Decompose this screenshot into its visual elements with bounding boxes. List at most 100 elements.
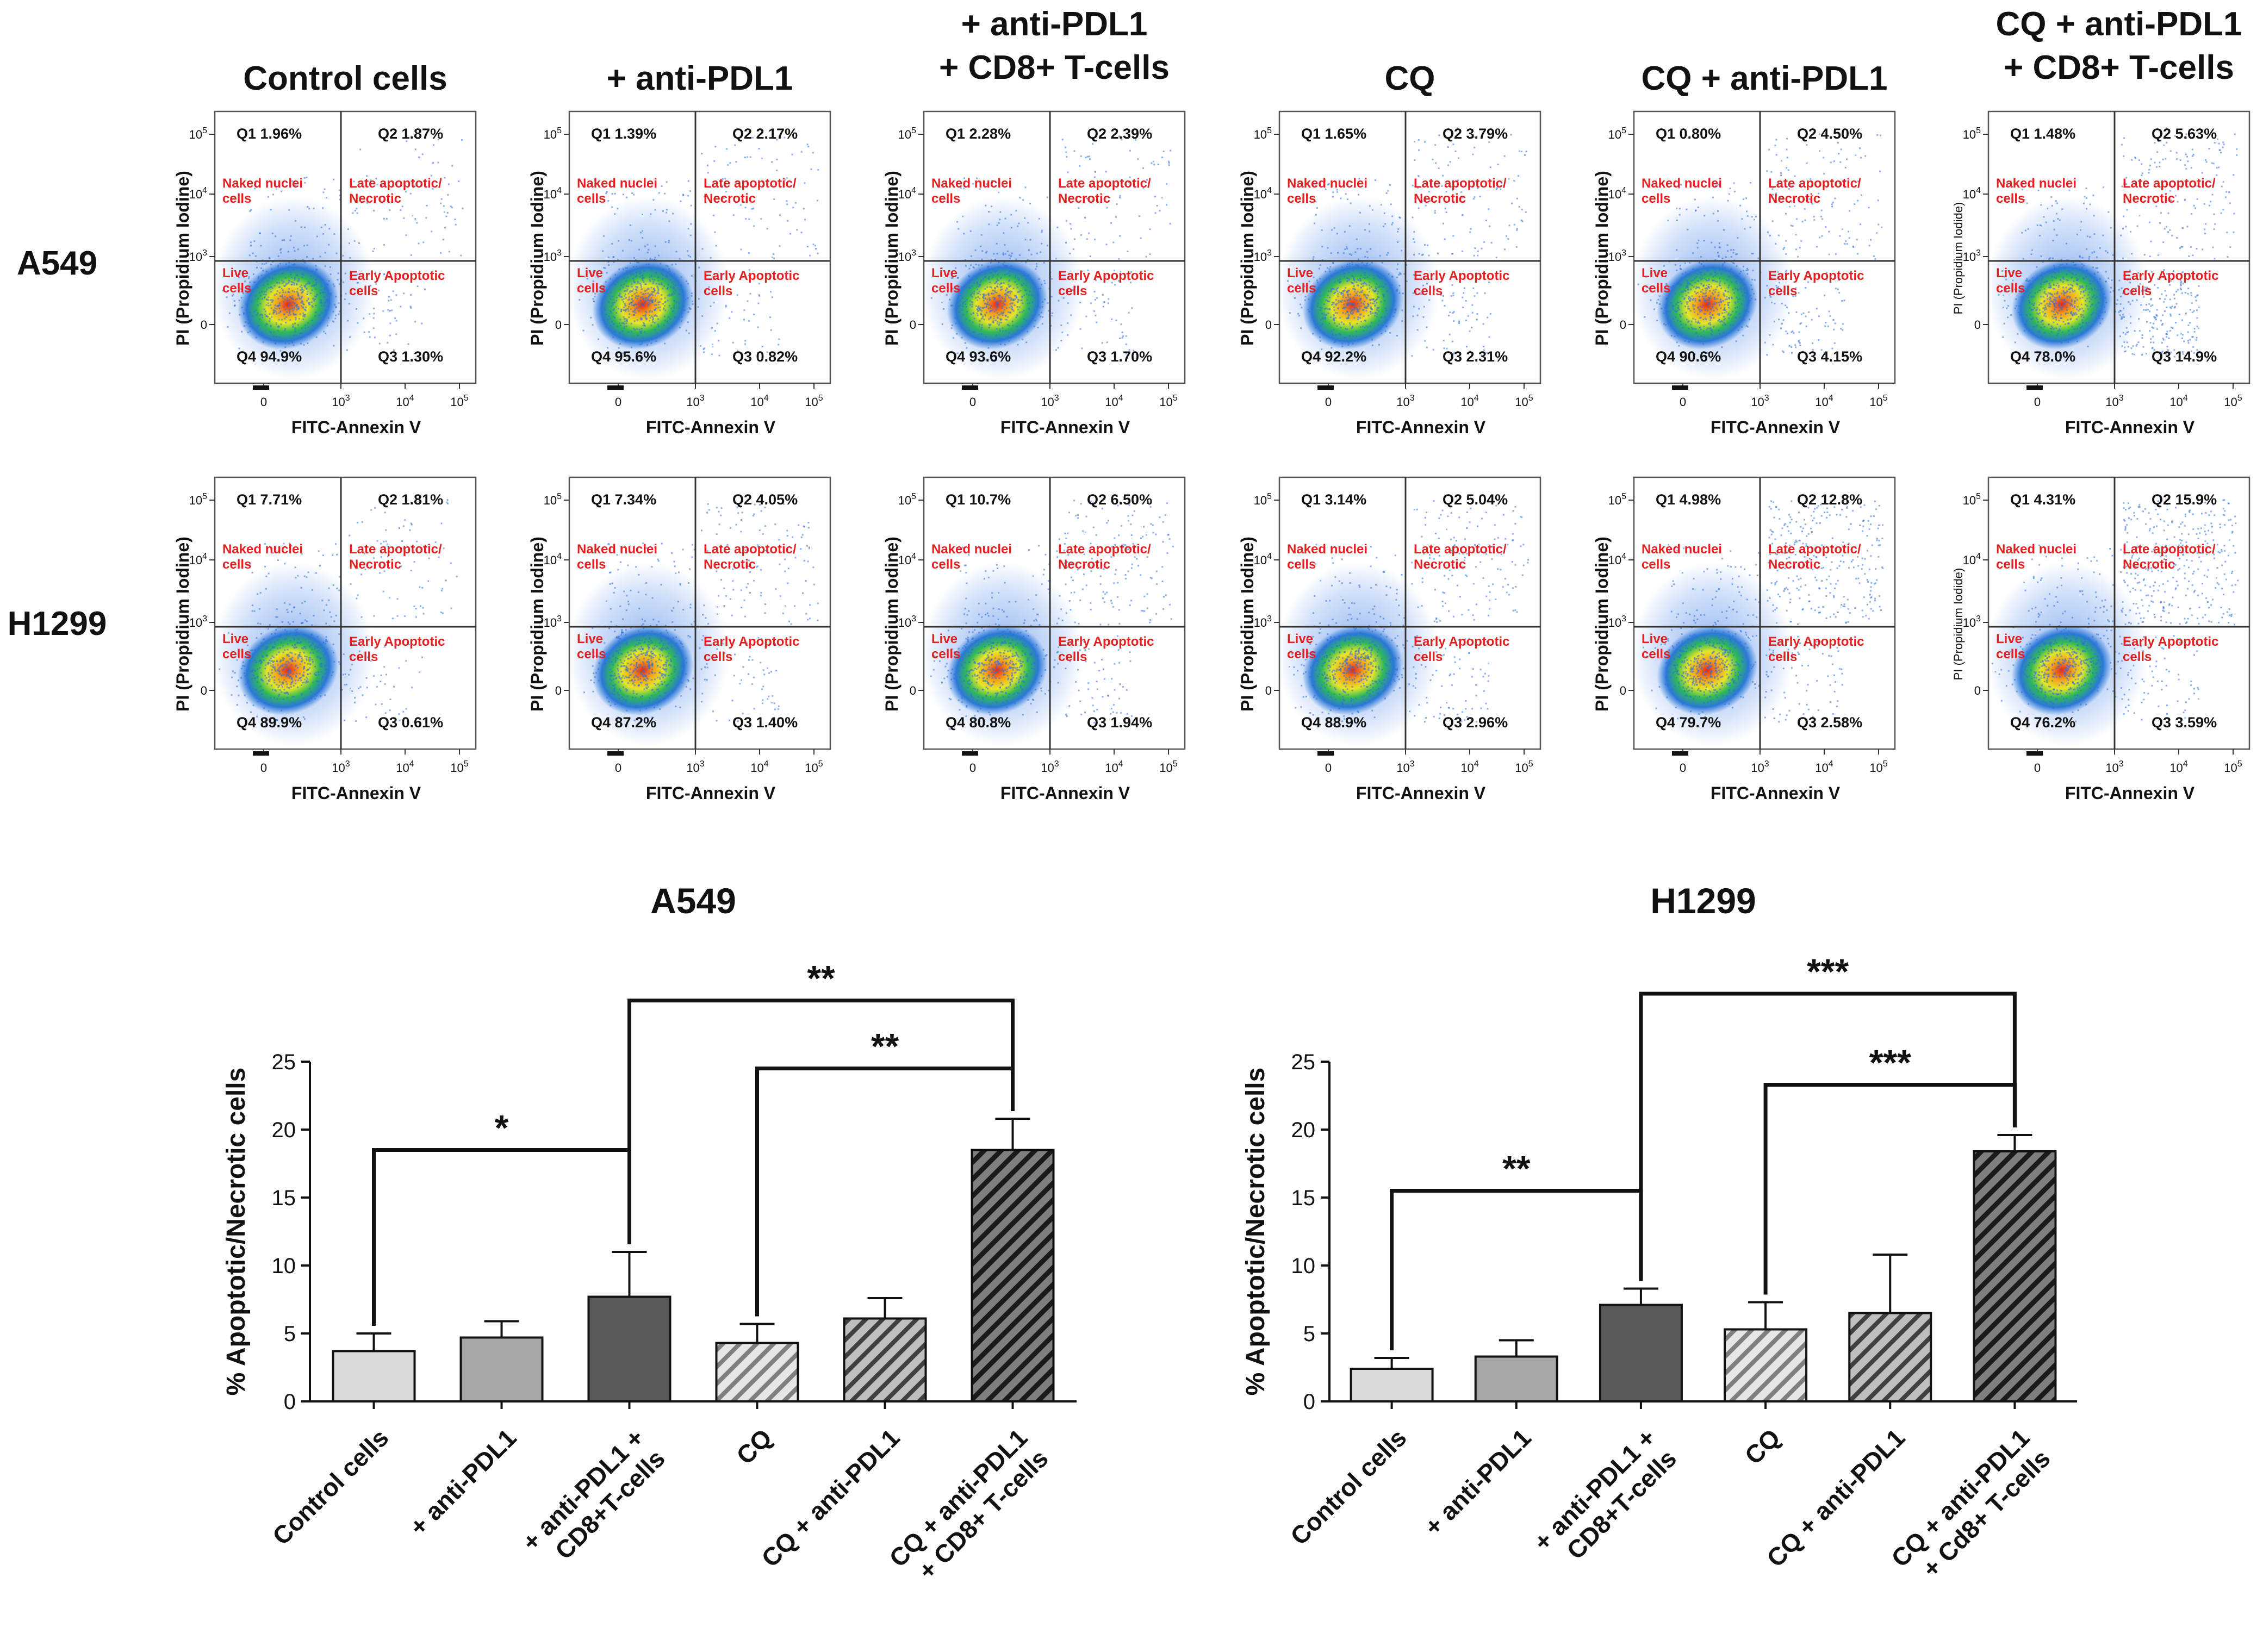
live-cells-label: Live cells	[222, 632, 251, 662]
x-tick-label: 0	[969, 395, 976, 409]
y-tick-label: 5	[284, 1322, 296, 1346]
x-tick-label: 103	[332, 759, 350, 775]
flow-panel: Q1 1.39% Q2 2.17% Q4 95.6% Q3 0.82% Naked nu…	[527, 110, 831, 437]
x-tick-label: 105	[450, 759, 468, 775]
y-tick-label: 103	[1254, 248, 1272, 264]
q4-value: Q4 90.6%	[1656, 348, 1721, 365]
density-core	[1657, 625, 1758, 715]
x-tick-label: 104	[1815, 759, 1833, 775]
y-tick-label: 15	[272, 1186, 296, 1210]
category-label: CQ	[1739, 1423, 1786, 1470]
bar	[715, 1342, 799, 1402]
bar	[843, 1317, 927, 1402]
y-tick-label: 10	[272, 1254, 296, 1278]
q1-value: Q1 1.96%	[237, 126, 302, 142]
naked-nuclei-label: Naked nuclei cells	[222, 542, 303, 572]
significance-bracket	[627, 999, 1015, 1244]
significance-label: **	[871, 1026, 899, 1067]
category-label: + anti-PDL1	[404, 1423, 522, 1541]
x-tick-label: 103	[1041, 759, 1059, 775]
y-tick-label: 104	[898, 552, 916, 567]
x-tick-label: 103	[1396, 759, 1414, 775]
y-tick-label: 15	[1291, 1186, 1316, 1210]
density-core	[238, 259, 339, 350]
x-tick-label: 0	[1680, 395, 1686, 409]
y-tick-label: 0	[201, 318, 207, 332]
x-tick-label: 105	[1515, 759, 1533, 775]
x-tick-label: 0	[969, 761, 976, 775]
category-label: + anti-PDL1 +CD8+T-cells	[1528, 1423, 1682, 1577]
q3-value: Q3 0.61%	[378, 714, 443, 731]
bar-charts: A549 0 5 10 15 20 25 % Apoptotic/Necrotic cells…	[222, 881, 2077, 1585]
y-tick-label: 0	[1974, 318, 1981, 332]
late-apoptotic-label: Late apoptotic/Necrotic	[349, 176, 442, 206]
x-tick-label: 103	[686, 394, 704, 409]
scale-marker	[253, 751, 269, 756]
late-apoptotic-label: Late apoptotic/Necrotic	[1414, 176, 1507, 206]
x-tick-label: 105	[1869, 759, 1887, 775]
q2-value: Q2 5.63%	[2152, 126, 2217, 142]
early-apoptotic-label: Early Apoptotic cells	[704, 634, 799, 664]
y-tick-label: 105	[1963, 492, 1981, 507]
late-apoptotic-label: Late apoptotic/Necrotic	[1414, 542, 1507, 572]
q2-value: Q2 1.81%	[378, 491, 443, 508]
x-tick-label: 0	[615, 395, 621, 409]
bar	[332, 1350, 416, 1402]
y-tick-label: 25	[1291, 1050, 1316, 1074]
row-label: A549	[17, 245, 97, 282]
x-tick-label: 103	[332, 394, 350, 409]
q3-value: Q3 1.70%	[1087, 348, 1152, 365]
early-apoptotic-label: Early Apoptotic cells	[1768, 269, 1864, 298]
flow-panel: Q1 1.96% Q2 1.87% Q4 94.9% Q3 1.30% Naked nu…	[173, 110, 477, 437]
x-tick-label: 104	[1460, 394, 1478, 409]
x-tick-label: 0	[2034, 761, 2041, 775]
x-tick-label: 104	[1460, 759, 1478, 775]
category-label: Control cells	[1285, 1423, 1412, 1550]
flow-panel: Q1 1.65% Q2 3.79% Q4 92.2% Q3 2.31% Naked nu…	[1238, 110, 1541, 437]
naked-nuclei-label: Naked nuclei cells	[1996, 176, 2077, 206]
naked-nuclei-label: Naked nuclei cells	[577, 542, 657, 572]
q2-value: Q2 6.50%	[1087, 491, 1152, 508]
scale-marker	[607, 751, 624, 756]
q3-value: Q3 0.82%	[732, 348, 798, 365]
q2-value: Q2 4.05%	[732, 491, 798, 508]
bar	[1973, 1150, 2057, 1402]
bar	[1848, 1312, 1932, 1402]
y-tick-label: 105	[1608, 492, 1626, 507]
flow-panel: Q1 3.14% Q2 5.04% Q4 88.9% Q3 2.96% Naked nu…	[1238, 476, 1541, 803]
q3-value: Q3 1.94%	[1087, 714, 1152, 731]
x-tick-label: 105	[1159, 394, 1177, 409]
scale-marker	[962, 751, 978, 756]
y-tick-label: 5	[1303, 1322, 1315, 1346]
flow-panel: Q1 4.31% Q2 15.9% Q4 76.2% Q3 3.59% Naked nu…	[1951, 476, 2250, 803]
flow-panel: Q1 10.7% Q2 6.50% Q4 80.8% Q3 1.94% Naked nu…	[882, 476, 1186, 803]
q1-value: Q1 10.7%	[946, 491, 1011, 508]
category-label: + anti-PDL1 +CD8+T-cells	[517, 1423, 670, 1577]
early-apoptotic-label: Early Apoptotic cells	[349, 634, 445, 664]
q3-value: Q3 2.31%	[1443, 348, 1508, 365]
early-apoptotic-label: Early Apoptotic cells	[349, 269, 445, 298]
row-label: H1299	[8, 605, 107, 643]
q2-value: Q2 1.87%	[378, 126, 443, 142]
y-tick-label: 0	[555, 684, 562, 697]
q4-value: Q4 89.9%	[237, 714, 302, 731]
y-tick-label: 103	[189, 614, 207, 629]
x-tick-label: 104	[750, 394, 768, 409]
y-axis-title: PI (Propidium Iodide)	[1951, 202, 1965, 315]
x-tick-label: 0	[1325, 761, 1332, 775]
x-tick-label: 104	[2169, 759, 2187, 775]
scatter-dots	[219, 499, 458, 727]
x-tick-label: 0	[1680, 761, 1686, 775]
x-axis-title: FITC-Annexin V	[646, 783, 776, 803]
category-label: CQ	[731, 1423, 778, 1470]
q4-value: Q4 92.2%	[1301, 348, 1366, 365]
q1-value: Q1 7.34%	[591, 491, 656, 508]
y-tick-label: 105	[189, 126, 207, 141]
naked-nuclei-label: Naked nuclei cells	[1996, 542, 2077, 572]
scale-marker	[253, 385, 269, 390]
x-axis-title: FITC-Annexin V	[1356, 417, 1486, 437]
scale-marker	[1672, 751, 1688, 756]
y-tick-label: 105	[898, 126, 916, 141]
x-tick-label: 103	[686, 759, 704, 775]
